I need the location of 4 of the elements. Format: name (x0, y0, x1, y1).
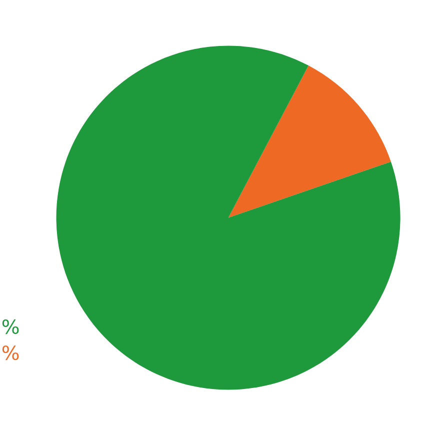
text: % (2, 345, 19, 360)
pie-slice (56, 46, 400, 390)
text: % (2, 319, 19, 334)
pie-slice (228, 66, 391, 218)
